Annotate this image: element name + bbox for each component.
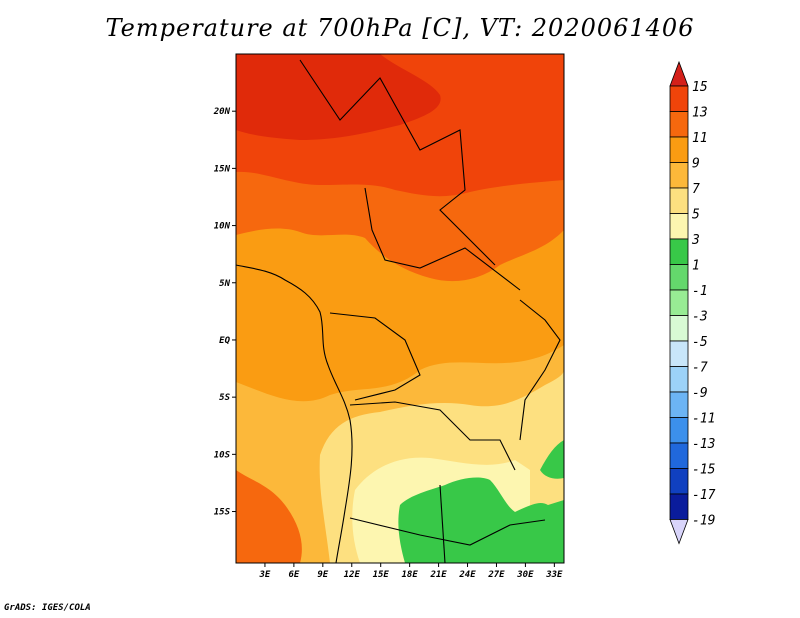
colorbar-level-label: -9 <box>692 386 708 401</box>
longitude-axis: 3E 6E 9E 12E 15E 18E 21E 24E 27E 30E 33E <box>259 563 563 580</box>
colorbar-level-label: 9 <box>692 157 700 172</box>
colorbar-level-label: -1 <box>692 284 708 299</box>
band-1-3 <box>398 477 564 563</box>
lat-tick-label: 20N <box>213 107 231 117</box>
colorbar-level-label: 1 <box>692 259 700 274</box>
lat-tick-label: 5N <box>219 279 230 289</box>
political-boundaries <box>236 59 561 563</box>
lon-tick-label: 33E <box>545 570 563 580</box>
colorbar-segment <box>669 213 689 240</box>
band-sw-11-13 <box>236 470 302 563</box>
colorbar-segment <box>669 468 689 495</box>
grads-credit: GrADS: IGES/COLA <box>4 603 91 613</box>
lon-tick-label: 3E <box>259 570 271 580</box>
colorbar-segment <box>669 493 689 520</box>
colorbar-level-label: -17 <box>692 488 716 503</box>
band-15-plus <box>236 54 441 140</box>
lat-tick-label: 15N <box>214 164 231 174</box>
lat-tick-label: 5S <box>219 393 230 403</box>
colorbar-level-label: 3 <box>691 233 700 248</box>
colorbar-segment <box>669 111 689 138</box>
lon-tick-label: 21E <box>429 570 447 580</box>
lat-tick-label: 10N <box>214 222 231 232</box>
lon-tick-label: 27E <box>487 570 505 580</box>
colorbar-segment <box>669 366 689 393</box>
colorbar-level-label: 13 <box>692 106 708 121</box>
colorbar-segment <box>669 264 689 291</box>
lat-tick-label: 10S <box>214 450 231 460</box>
plot-frame <box>235 53 565 564</box>
lon-tick-label: 18E <box>402 570 419 580</box>
colorbar-top-arrow <box>669 60 689 87</box>
colorbar-segment <box>669 442 689 469</box>
colorbar-level-label: 11 <box>692 131 708 146</box>
lat-tick-label: EQ <box>219 336 230 346</box>
colorbar-segment <box>669 136 689 163</box>
colorbar-segment <box>669 85 689 112</box>
temperature-field <box>236 54 564 563</box>
colorbar-level-label: -13 <box>692 437 715 452</box>
lon-tick-label: 30E <box>516 570 534 580</box>
colorbar-segment <box>669 417 689 444</box>
colorbar-level-label: -7 <box>692 361 708 376</box>
colorbar-segment <box>669 340 689 367</box>
colorbar-segment <box>669 238 689 265</box>
colorbar-level-label: -5 <box>692 335 708 350</box>
lon-tick-label: 9E <box>317 570 328 580</box>
colorbar-segment <box>669 391 689 418</box>
colorbar-level-label: -11 <box>692 412 715 427</box>
colorbar-level-label: 7 <box>692 182 700 197</box>
chart-title: Temperature at 700hPa [C], VT: 202006140… <box>105 14 695 42</box>
band-1-3-east <box>540 440 564 479</box>
colorbar-level-label: -15 <box>692 463 716 478</box>
colorbar-segment <box>669 162 689 189</box>
lon-tick-label: 24E <box>458 570 476 580</box>
colorbar-level-label: 15 <box>692 80 708 95</box>
colorbar-level-label: -19 <box>692 514 715 529</box>
latitude-axis: 20N 15N 10N 5N EQ 5S 10S 15S <box>213 107 236 518</box>
colorbar-level-label: 5 <box>692 208 700 223</box>
colorbar: 15 13 11 9 7 5 3 1 -1 -3 -5 -7 -9 -11 -13 -15 -17 -19 <box>669 60 716 545</box>
colorbar-bottom-arrow <box>669 519 689 545</box>
lon-tick-label: 12E <box>344 570 361 580</box>
lat-tick-label: 15S <box>214 508 231 518</box>
lon-tick-label: 15E <box>373 570 390 580</box>
colorbar-segment <box>669 289 689 316</box>
colorbar-level-label: -3 <box>692 310 708 325</box>
lon-tick-label: 6E <box>288 570 299 580</box>
colorbar-segment <box>669 315 689 342</box>
colorbar-segment <box>669 187 689 214</box>
